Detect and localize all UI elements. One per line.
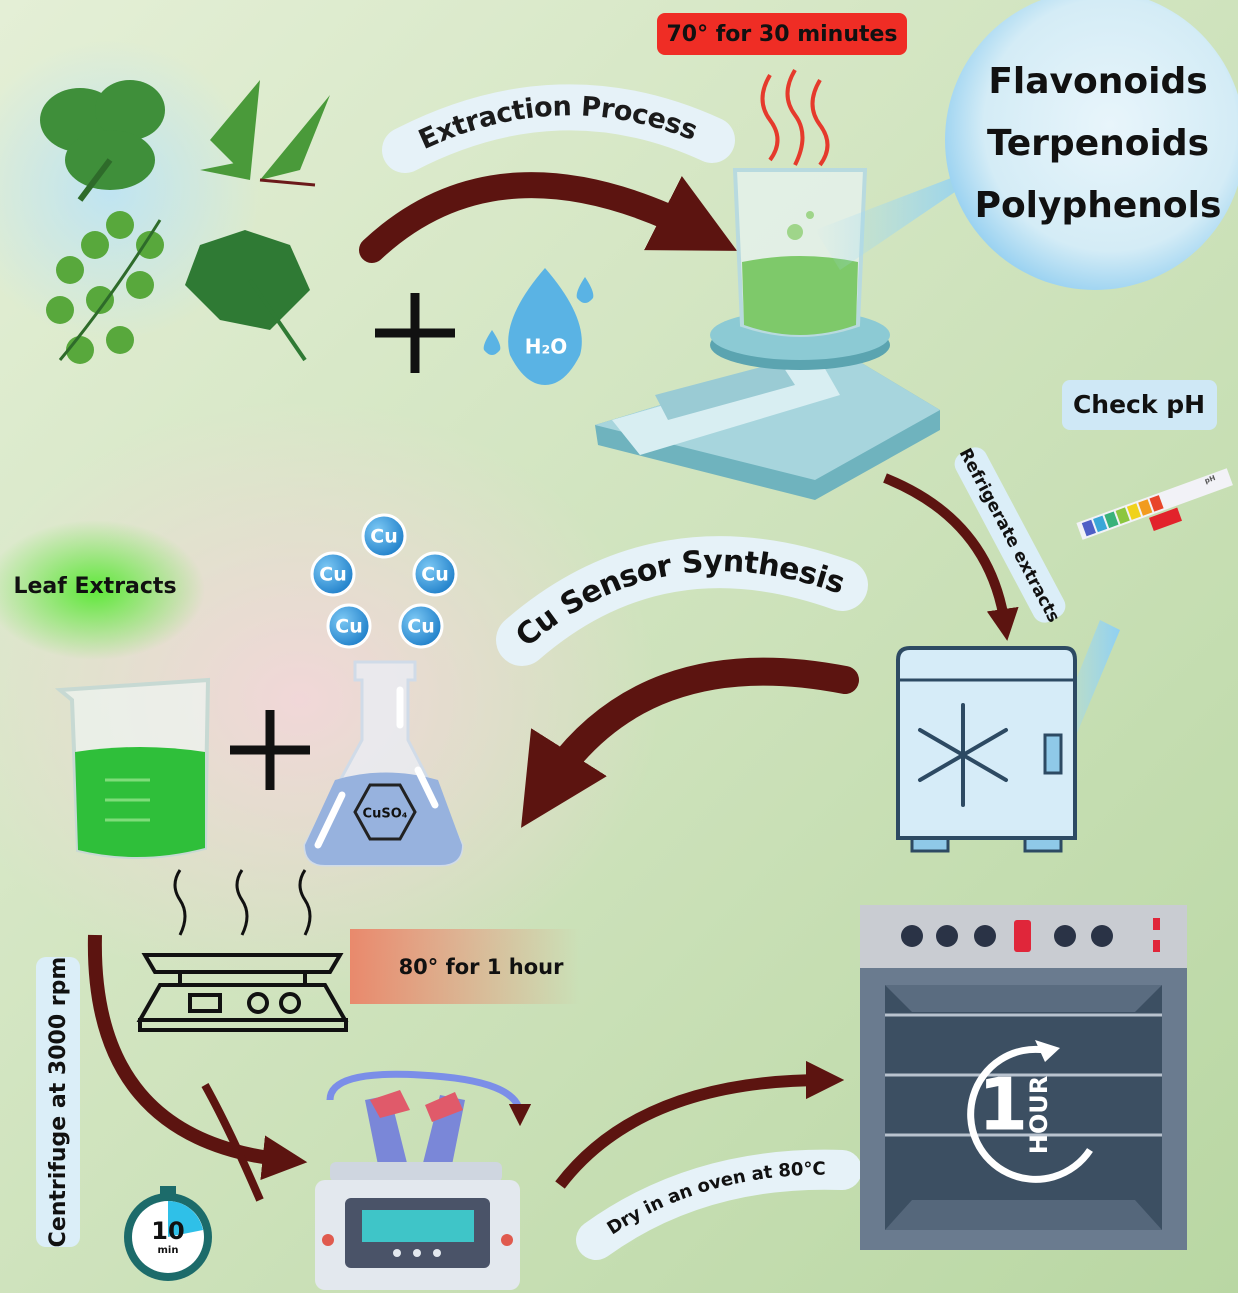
diagram: H₂O Extraction Process 70° for 30 minute… (0, 0, 1238, 1293)
water-label: H₂O (525, 335, 568, 359)
oven-part (1153, 918, 1160, 930)
compound: Flavonoids (988, 61, 1207, 102)
freezer (898, 648, 1075, 851)
ion-label: Cu (421, 564, 448, 586)
centrifuge-machine-part (362, 1210, 474, 1242)
extract-beaker (60, 680, 208, 857)
oven-part (885, 1200, 1162, 1230)
oven: 1 HOUR (860, 905, 1187, 1250)
ion-label: Cu (370, 526, 397, 548)
check-ph-label: Check pH (1073, 390, 1205, 419)
condition-label: 70° for 30 minutes (666, 22, 897, 47)
compound: Polyphenols (975, 185, 1222, 226)
leaves-part-part (46, 296, 74, 324)
oven-part (1054, 925, 1076, 947)
oven-part (1153, 940, 1160, 952)
condition-label: 80° for 1 hour (399, 955, 565, 979)
extract-beaker-part (75, 747, 205, 857)
oven-timer-value: 1 (978, 1063, 1028, 1147)
ion-label: Cu (319, 564, 346, 586)
freezer-part (1045, 735, 1061, 773)
ion-label: Cu (335, 616, 362, 638)
oven-timer-unit: HOUR (1025, 1076, 1053, 1154)
oven-part (936, 925, 958, 947)
oven-part (901, 925, 923, 947)
leaves-part-part (126, 271, 154, 299)
oven-part (1014, 920, 1031, 952)
centrifuge-label: Centrifuge at 3000 rpm (46, 957, 71, 1248)
beaker-part (806, 211, 814, 219)
leaves-part-part (106, 326, 134, 354)
copper-sulfate-label: CuSO₄ (363, 807, 408, 822)
centrifuge-machine-part (330, 1162, 502, 1182)
centrifuge-machine-part (322, 1234, 334, 1246)
oven-part (974, 925, 996, 947)
leaves-part-part (81, 231, 109, 259)
centrifuge-machine-part (501, 1234, 513, 1246)
leaves-part-part (66, 336, 94, 364)
ion-label: Cu (407, 616, 434, 638)
leaves-part-part (56, 256, 84, 284)
compound: Terpenoids (987, 123, 1209, 164)
centrifuge-machine-part (393, 1249, 401, 1257)
beaker-part (787, 224, 803, 240)
oven-part (1091, 925, 1113, 947)
oven-part (885, 985, 1162, 1012)
leaves-part-part (106, 211, 134, 239)
centrifuge-machine-part (413, 1249, 421, 1257)
timer-part (160, 1186, 176, 1194)
centrifuge-tag: Centrifuge at 3000 rpm (36, 957, 80, 1248)
page: H₂O Extraction Process 70° for 30 minute… (0, 0, 1238, 1293)
centrifuge-machine-part (433, 1249, 441, 1257)
timer-unit: min (158, 1245, 179, 1256)
timer-value: 10 (151, 1217, 184, 1245)
leaf-extracts-label: Leaf Extracts (13, 574, 176, 599)
